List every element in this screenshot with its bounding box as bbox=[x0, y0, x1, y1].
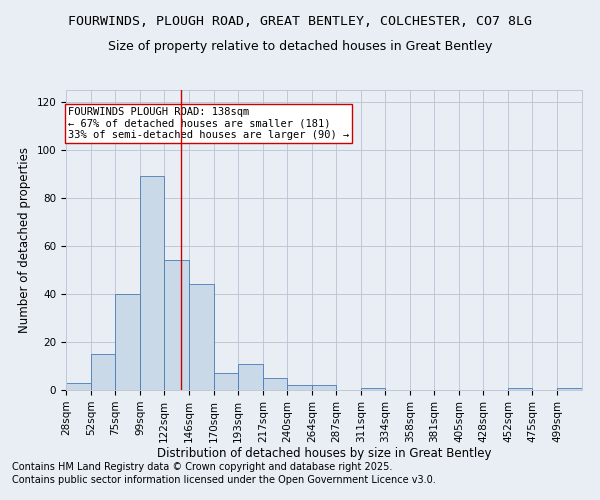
Bar bbox=[115, 294, 140, 390]
Text: FOURWINDS, PLOUGH ROAD, GREAT BENTLEY, COLCHESTER, CO7 8LG: FOURWINDS, PLOUGH ROAD, GREAT BENTLEY, C… bbox=[68, 15, 532, 28]
Bar bbox=[287, 385, 312, 390]
Bar bbox=[214, 373, 238, 390]
Bar bbox=[312, 385, 336, 390]
Text: Size of property relative to detached houses in Great Bentley: Size of property relative to detached ho… bbox=[108, 40, 492, 53]
Y-axis label: Number of detached properties: Number of detached properties bbox=[18, 147, 31, 333]
Bar bbox=[263, 378, 287, 390]
Bar bbox=[508, 388, 532, 390]
Bar bbox=[140, 176, 164, 390]
Text: FOURWINDS PLOUGH ROAD: 138sqm
← 67% of detached houses are smaller (181)
33% of : FOURWINDS PLOUGH ROAD: 138sqm ← 67% of d… bbox=[68, 107, 349, 140]
Bar bbox=[238, 364, 263, 390]
Bar bbox=[189, 284, 214, 390]
Text: Contains public sector information licensed under the Open Government Licence v3: Contains public sector information licen… bbox=[12, 475, 436, 485]
Bar bbox=[164, 260, 189, 390]
Bar bbox=[91, 354, 115, 390]
Text: Contains HM Land Registry data © Crown copyright and database right 2025.: Contains HM Land Registry data © Crown c… bbox=[12, 462, 392, 472]
Bar bbox=[557, 388, 582, 390]
Bar bbox=[361, 388, 385, 390]
Bar bbox=[66, 383, 91, 390]
X-axis label: Distribution of detached houses by size in Great Bentley: Distribution of detached houses by size … bbox=[157, 448, 491, 460]
